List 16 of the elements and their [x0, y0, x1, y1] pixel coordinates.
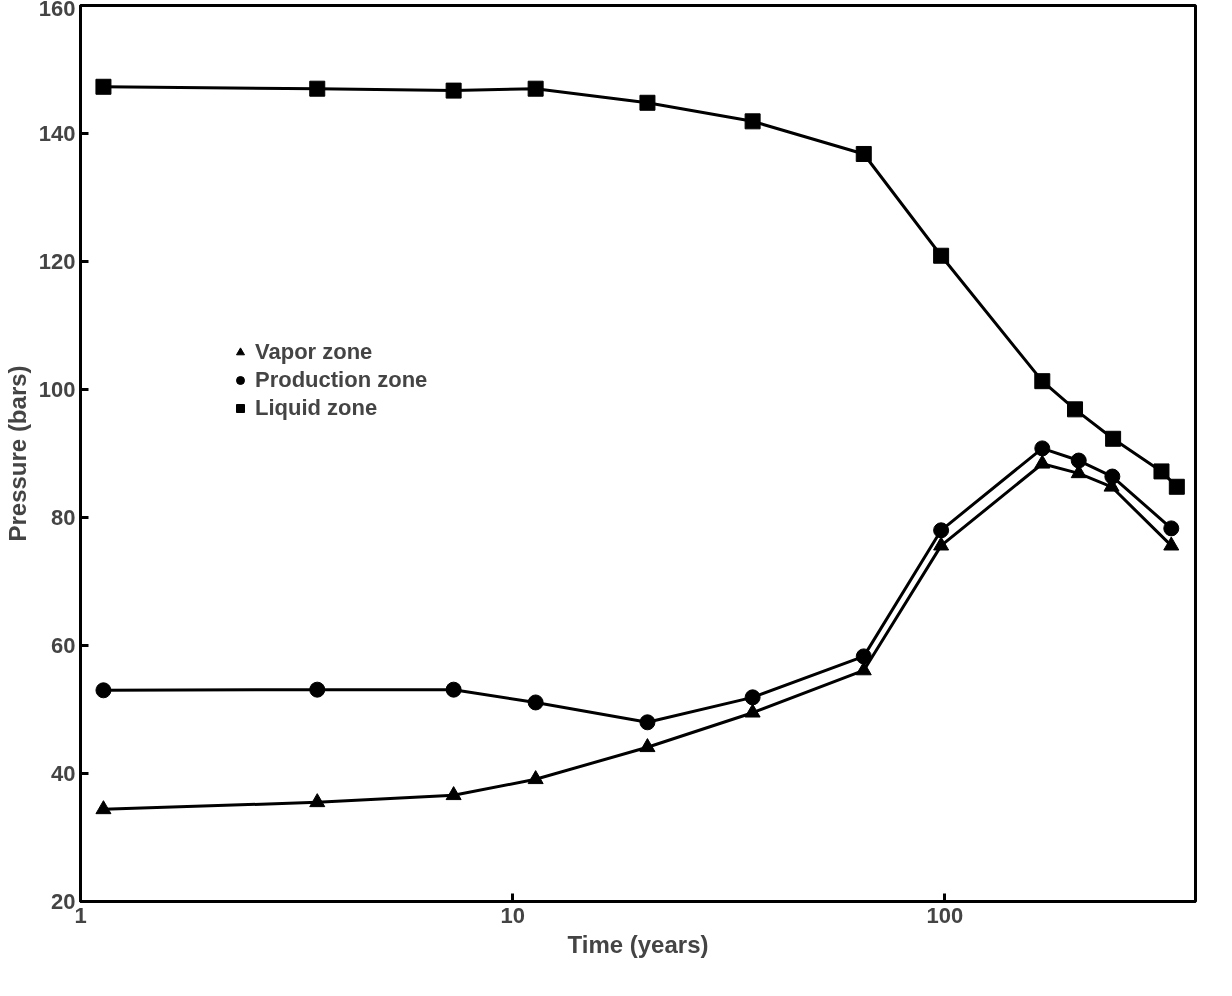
legend-label: Vapor zone	[255, 339, 373, 365]
y-tick-label: 60	[51, 633, 76, 658]
y-axis-title: Pressure (bars)	[3, 365, 31, 542]
y-tick-label: 80	[51, 505, 76, 530]
y-tick-label: 40	[51, 761, 76, 786]
x-tick-label: 1	[74, 902, 87, 928]
x-tick-label: 10	[500, 902, 525, 928]
y-tick-label: 20	[51, 889, 76, 914]
y-tick-label: 120	[38, 249, 76, 274]
legend-label: Production zone	[255, 367, 428, 393]
x-axis-title: Time (years)	[567, 930, 709, 958]
y-tick-label: 100	[38, 377, 76, 402]
y-tick-label: 160	[38, 0, 76, 21]
y-tick-label: 140	[38, 121, 76, 146]
legend-label: Liquid zone	[255, 395, 378, 421]
x-tick-label: 100	[926, 902, 964, 928]
